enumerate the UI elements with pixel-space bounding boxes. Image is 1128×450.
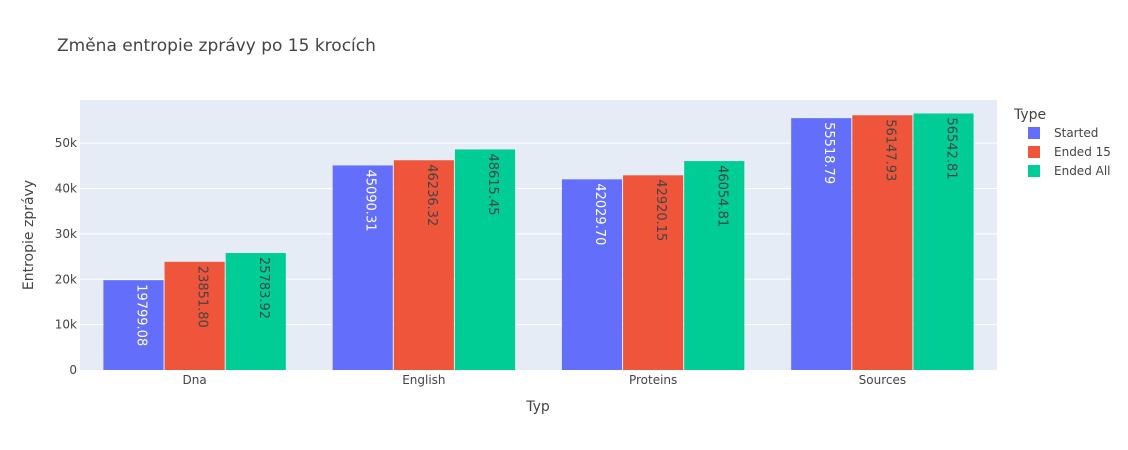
y-axis: 0 10k 20k 30k 40k 50k <box>55 136 77 377</box>
legend-swatch <box>1028 127 1040 139</box>
bar-ended-all-english <box>454 149 516 370</box>
bar-value-label: 48615.45 <box>485 153 500 215</box>
bar-ended-all-proteins <box>684 161 745 370</box>
legend: Type Started Ended 15 Ended All <box>1013 107 1111 178</box>
bar-value-label: 19799.08 <box>133 284 148 346</box>
bar-value-label: 46054.81 <box>714 165 729 227</box>
y-axis-title: Entropie zprávy <box>21 180 37 290</box>
bar-ended-all-sources <box>913 113 974 371</box>
bar-started-proteins <box>561 179 623 370</box>
y-tick-label: 50k <box>55 136 77 150</box>
bar-started-sources <box>791 118 852 371</box>
x-axis: Dna English Proteins Sources <box>183 373 907 387</box>
bar-ended-15-sources <box>852 115 913 370</box>
legend-title: Type <box>1013 107 1046 123</box>
x-axis-title: Typ <box>525 399 550 415</box>
y-tick-label: 10k <box>55 318 77 332</box>
bar-started-english <box>332 165 393 370</box>
legend-swatch <box>1028 165 1040 177</box>
bar-value-label: 56147.93 <box>882 119 897 181</box>
y-tick-label: 40k <box>55 182 77 196</box>
bar-ended-all-dna <box>225 253 286 370</box>
legend-item-label[interactable]: Ended All <box>1054 164 1111 178</box>
y-tick-label: 0 <box>69 363 77 377</box>
bar-value-label: 25783.92 <box>256 257 271 319</box>
bar-value-label: 23851.80 <box>195 266 210 328</box>
bar-value-label: 56542.81 <box>944 117 959 179</box>
y-tick-label: 30k <box>55 227 77 241</box>
bar-value-label: 55518.79 <box>821 122 836 184</box>
legend-item-label[interactable]: Ended 15 <box>1054 145 1111 159</box>
bar-ended-15-english <box>393 160 454 370</box>
bar-value-label: 46236.32 <box>424 164 439 226</box>
bar-ended-15-dna <box>164 261 225 370</box>
bar-value-label: 42029.70 <box>592 183 607 245</box>
bar-started-dna <box>103 280 164 370</box>
x-tick-label: Proteins <box>629 373 677 387</box>
bar-value-label: 45090.31 <box>363 169 378 231</box>
x-tick-label: Sources <box>859 373 906 387</box>
x-tick-label: Dna <box>183 373 207 387</box>
y-tick-label: 20k <box>55 272 77 286</box>
bar-value-label: 42920.15 <box>653 179 668 241</box>
bar-ended-15-proteins <box>623 175 684 370</box>
legend-item-label[interactable]: Started <box>1054 126 1098 140</box>
bars: 19799.08 23851.80 25783.92 45090.31 46236.32… <box>103 113 974 371</box>
x-tick-label: English <box>402 373 445 387</box>
legend-swatch <box>1028 146 1040 158</box>
chart-title: Změna entropie zprávy po 15 krocích <box>57 36 376 56</box>
